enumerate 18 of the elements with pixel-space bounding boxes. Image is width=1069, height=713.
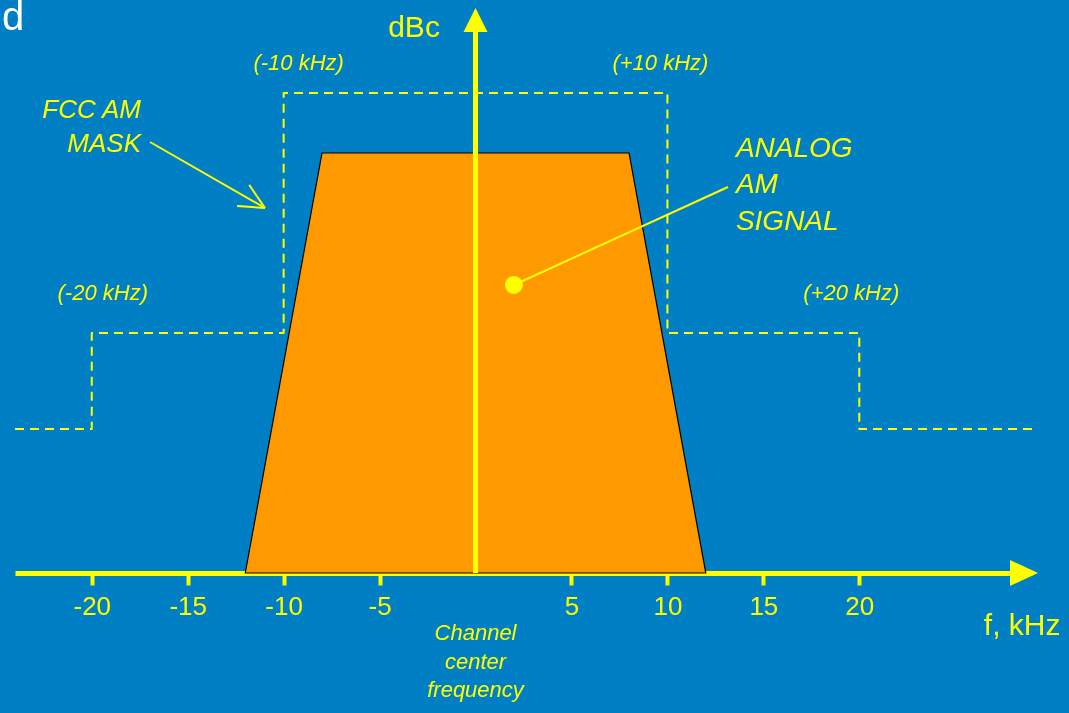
- x-tick-label: 5: [564, 590, 580, 621]
- x-tick-label: -20: [73, 590, 112, 621]
- annotation: ANALOG AM SIGNAL: [733, 132, 853, 236]
- x-tick-label: 15: [749, 590, 779, 621]
- x-tick-label: -15: [169, 590, 207, 621]
- x-tick-label: -5: [368, 590, 392, 621]
- x-tick-label: -10: [265, 590, 303, 621]
- annotation: (+10 kHz): [612, 50, 709, 75]
- annotation: FCC AM MASK: [42, 94, 143, 158]
- annotation: (+20 kHz): [803, 280, 900, 305]
- chart-title: d: [2, 0, 25, 38]
- x-tick-label: 20: [845, 590, 875, 621]
- ref-line-label: Channel center frequency: [427, 620, 526, 703]
- annotation: (-20 kHz): [57, 280, 148, 305]
- annotation: (-10 kHz): [253, 50, 344, 75]
- x-axis-title: f, kHz: [983, 607, 1061, 641]
- x-tick-label: 10: [653, 590, 683, 621]
- y-axis-title: dBc: [388, 9, 440, 43]
